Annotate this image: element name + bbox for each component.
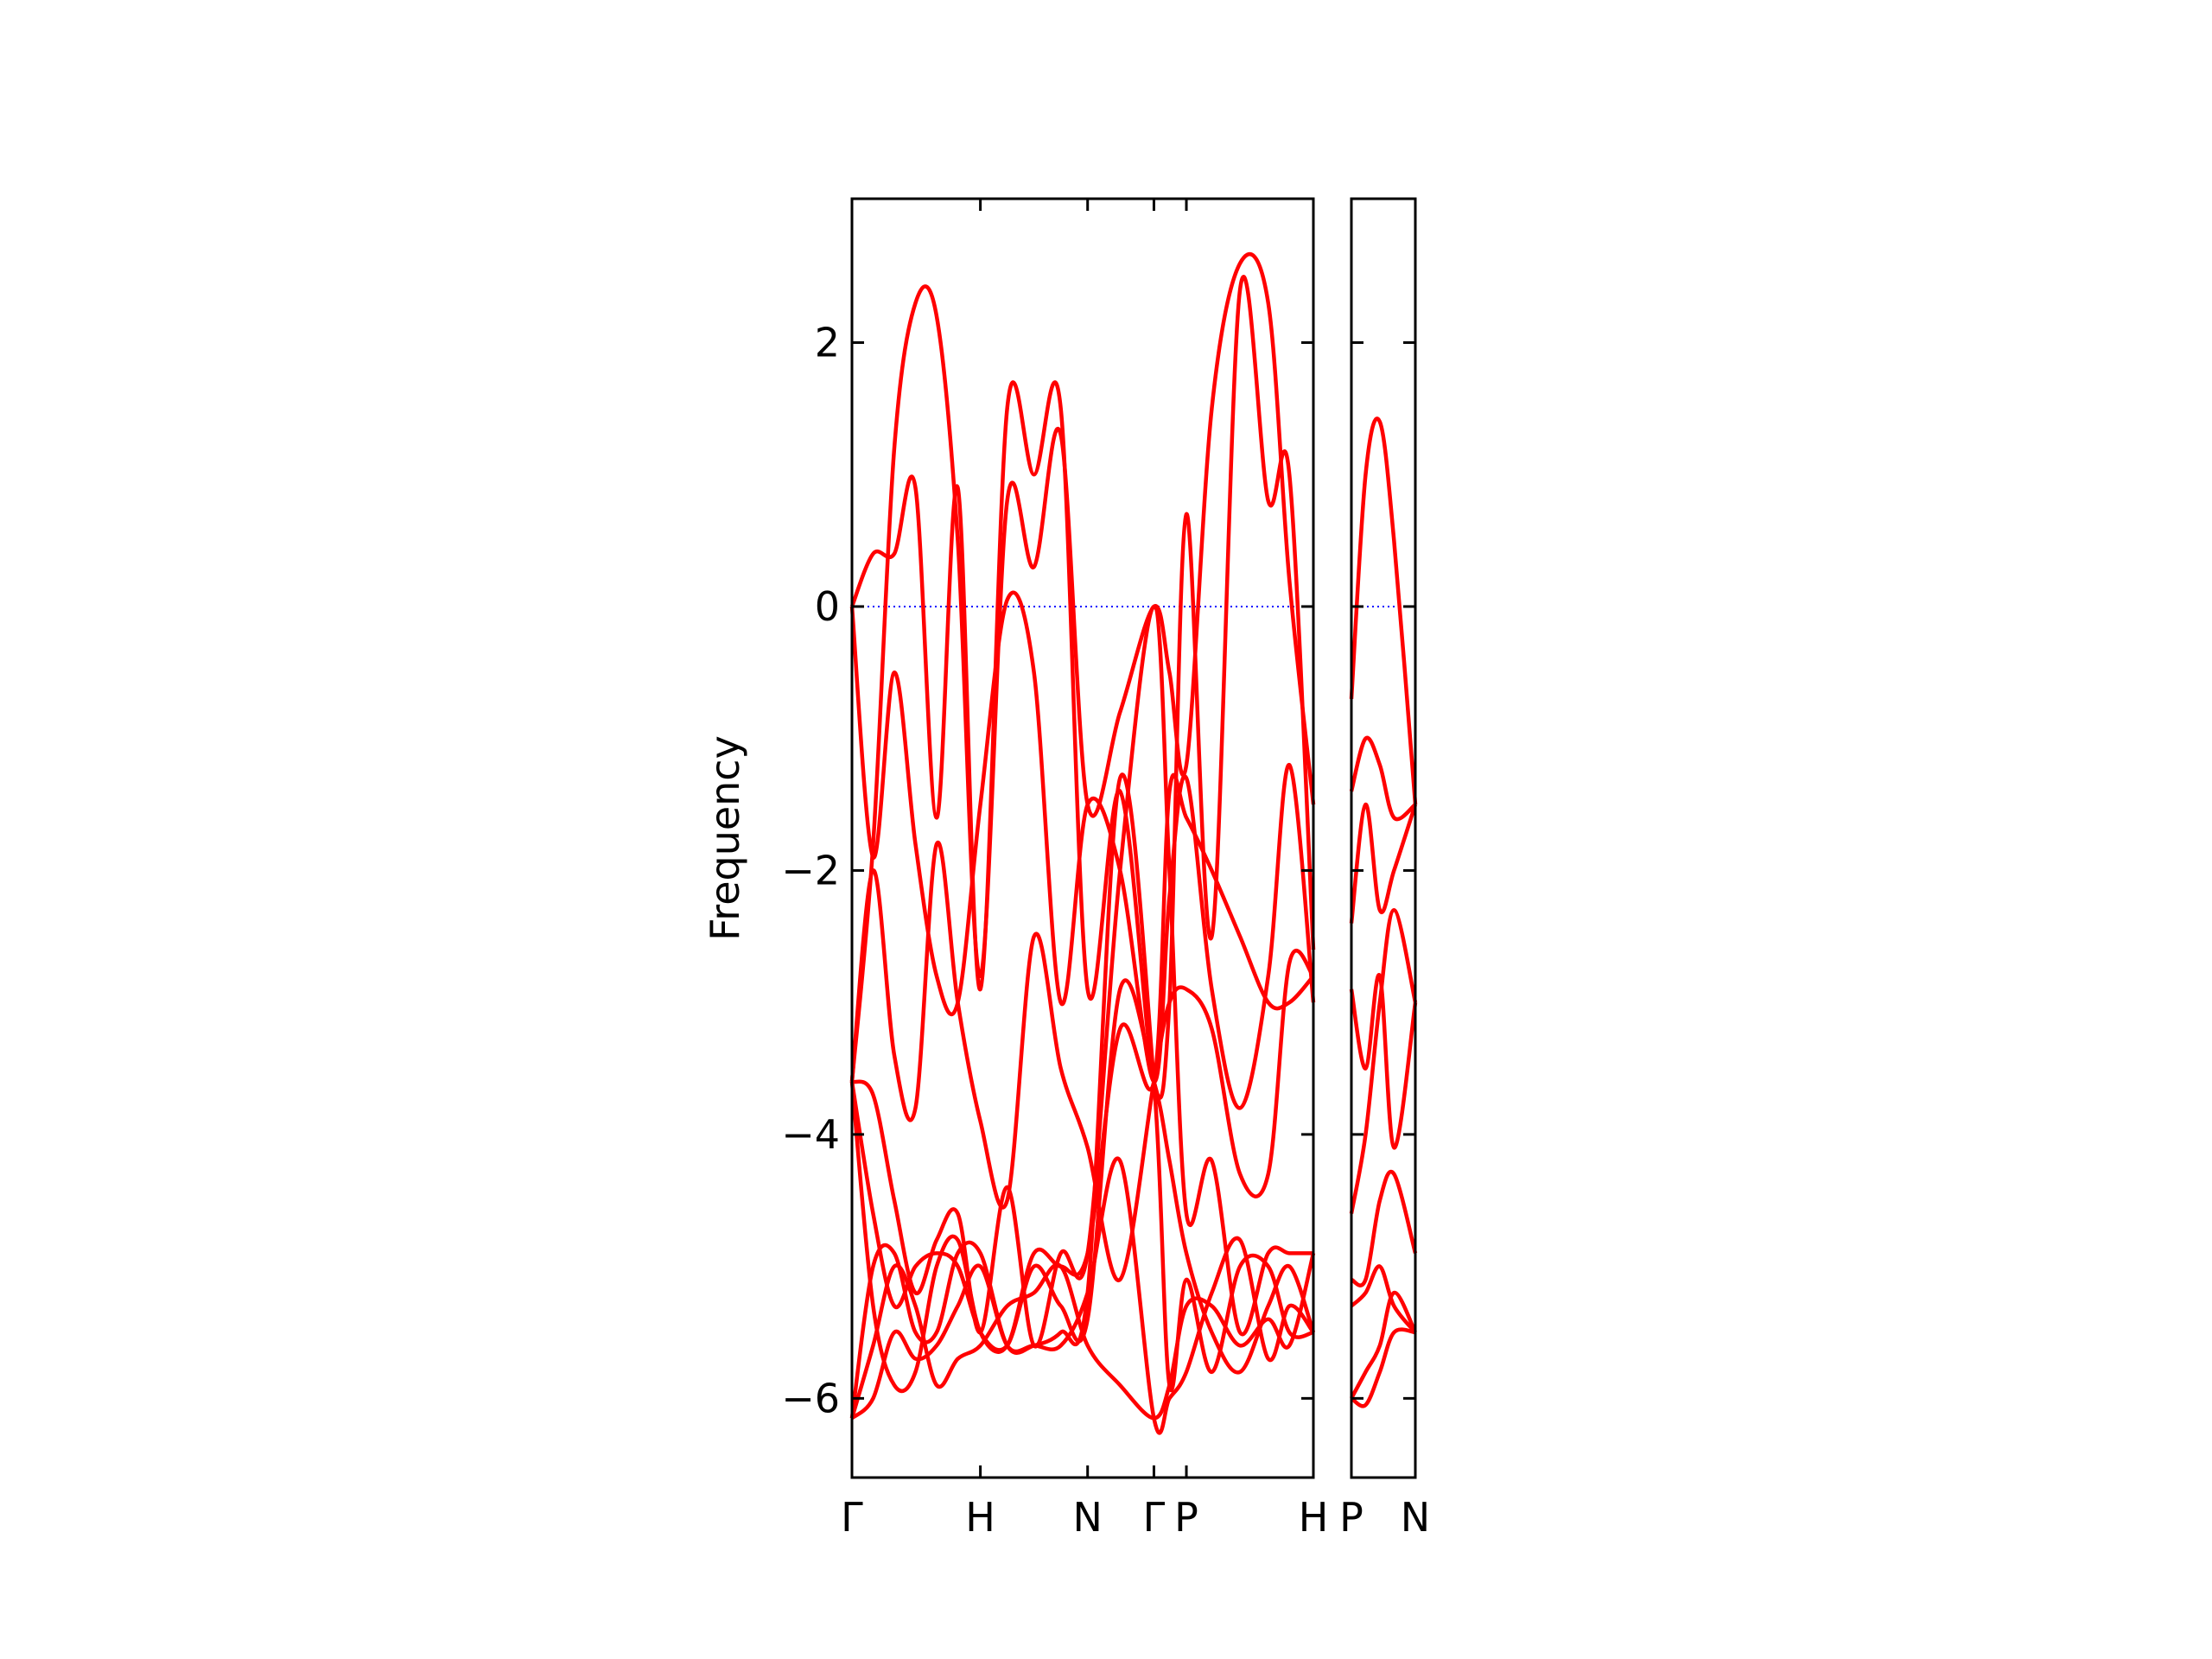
x-tick-label: N	[1401, 1494, 1430, 1541]
band-line	[849, 1252, 1316, 1421]
x-tick-label: H	[1299, 1494, 1329, 1541]
x-tick-label: P	[1174, 1494, 1198, 1541]
x-tick-label: P	[1339, 1494, 1363, 1541]
y-tick-label: −4	[781, 1111, 840, 1158]
band-line	[1349, 416, 1418, 805]
y-tick-label: −6	[781, 1375, 840, 1421]
x-tick-label: H	[965, 1494, 995, 1541]
band-line	[1350, 1290, 1418, 1400]
y-tick-label: 0	[815, 583, 840, 630]
band-line	[1350, 1264, 1417, 1334]
band-line	[849, 251, 1316, 1082]
band-line	[849, 590, 1316, 1110]
band-line	[1349, 973, 1418, 1150]
band-line	[1349, 735, 1417, 822]
band-line	[849, 978, 1316, 1375]
band-line	[1349, 907, 1418, 1214]
axes-frame	[1350, 197, 1417, 1479]
band-line	[1349, 802, 1418, 924]
x-tick-label: Γ	[1143, 1494, 1166, 1541]
x-tick-label: Γ	[841, 1494, 863, 1541]
y-tick-label: 2	[815, 319, 840, 365]
band-line	[849, 772, 1315, 1394]
axes-frame	[850, 197, 1315, 1479]
band-line	[1350, 1327, 1416, 1408]
band-line	[850, 604, 1313, 1349]
x-tick-label: N	[1073, 1494, 1103, 1541]
band-line	[849, 275, 1316, 1100]
y-tick-label: −2	[781, 847, 840, 893]
band-line	[1351, 1170, 1418, 1287]
band-line	[850, 1156, 1315, 1435]
y-axis-label: Frequency	[702, 735, 748, 941]
band-line	[849, 840, 1315, 1282]
band-line	[849, 772, 1314, 1419]
